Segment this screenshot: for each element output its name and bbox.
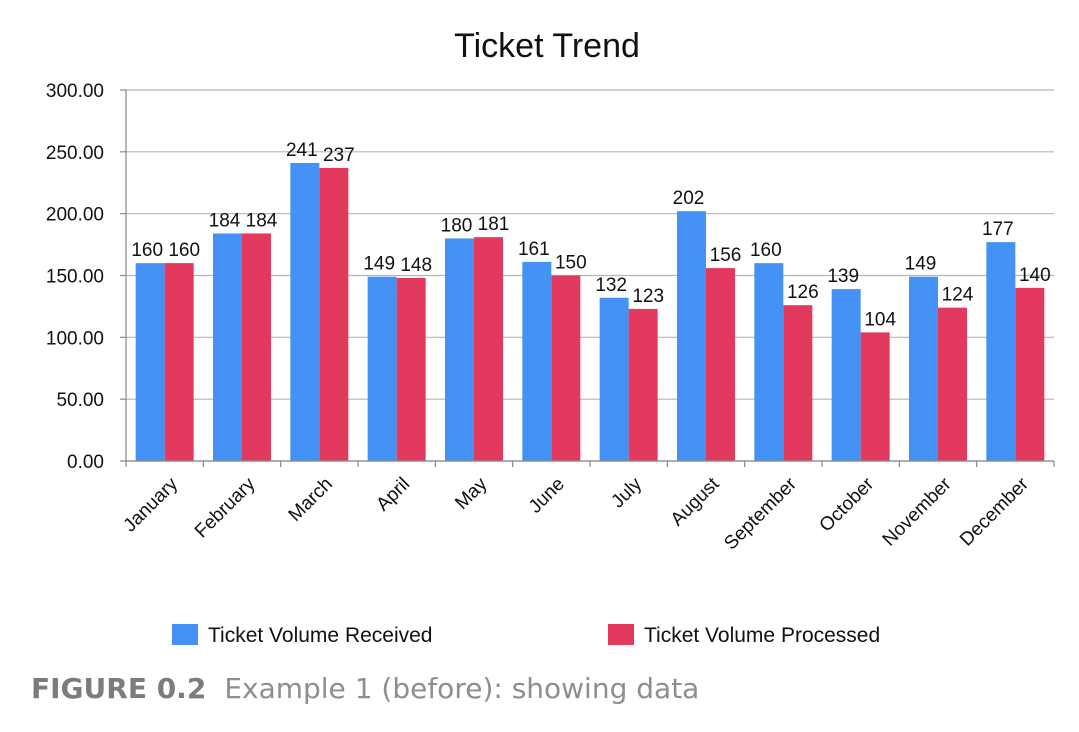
data-label: 202: [673, 188, 705, 209]
bar: [135, 263, 165, 461]
data-label: 104: [864, 309, 896, 330]
y-axis: 0.00 50.00 100.00 150.00 200.00 250.00 300.00: [46, 81, 127, 473]
legend-label: Ticket Volume Processed: [644, 624, 880, 647]
legend: Ticket Volume Received Ticket Volume Proc…: [172, 624, 880, 647]
figure-label: FIGURE 0.2: [31, 672, 207, 705]
data-label: 184: [246, 210, 278, 231]
bar: [213, 233, 242, 461]
bar: [677, 211, 706, 461]
bar: [367, 276, 397, 461]
y-tick-label: 0.00: [67, 452, 104, 473]
chart-title: Ticket Trend: [454, 27, 640, 65]
x-tick-label: August: [667, 473, 724, 530]
x-tick-label: September: [720, 473, 801, 554]
data-label: 184: [209, 210, 241, 231]
data-label: 139: [827, 266, 859, 287]
gridlines: [126, 89, 1054, 462]
data-label: 156: [710, 245, 742, 266]
data-label: 148: [400, 255, 432, 276]
data-label: 132: [595, 275, 627, 296]
x-axis: January February March April May June July Augu…: [120, 460, 1055, 554]
bar: [783, 305, 813, 461]
bar: [628, 308, 658, 461]
bar: [1015, 287, 1045, 461]
bar: [445, 238, 474, 461]
data-label: 177: [982, 219, 1014, 240]
bar: [754, 263, 784, 461]
bar: [599, 297, 629, 461]
y-tick-label: 200.00: [46, 205, 104, 226]
data-label: 123: [632, 286, 664, 307]
data-label: 124: [942, 285, 974, 306]
x-tick-label: December: [956, 473, 1033, 550]
x-tick-label: March: [285, 474, 337, 526]
bar: [938, 307, 967, 461]
bar: [909, 276, 938, 461]
y-tick-label: 150.00: [46, 267, 104, 288]
bar: [706, 268, 735, 461]
bar: [396, 277, 426, 461]
bar: [831, 289, 861, 461]
bar: [986, 242, 1016, 461]
data-label: 140: [1019, 265, 1051, 286]
y-tick-label: 300.00: [46, 81, 104, 102]
y-tick-label: 250.00: [46, 143, 104, 164]
data-label: 241: [286, 140, 318, 161]
data-label: 161: [518, 239, 550, 260]
data-label: 149: [363, 254, 395, 275]
legend-swatch: [608, 624, 634, 645]
y-tick-label: 50.00: [56, 390, 104, 411]
bar: [319, 167, 349, 461]
bar: [242, 233, 271, 461]
x-tick-label: February: [191, 473, 260, 542]
data-label: 237: [323, 145, 355, 166]
figure-caption-text: Example 1 (before): showing data: [224, 672, 700, 705]
data-label: 180: [441, 215, 473, 236]
bars: [135, 162, 1045, 462]
x-tick-label: May: [451, 473, 492, 514]
bar: [290, 162, 320, 462]
legend-swatch: [172, 624, 198, 645]
x-tick-label: January: [120, 473, 183, 536]
bar: [164, 263, 194, 461]
data-label: 160: [168, 240, 200, 261]
data-label: 150: [555, 253, 587, 274]
x-tick-label: October: [816, 473, 879, 536]
bar: [474, 237, 503, 461]
x-tick-label: April: [372, 474, 414, 516]
x-tick-label: July: [607, 473, 646, 512]
data-label: 149: [905, 254, 937, 275]
x-tick-label: June: [525, 474, 569, 518]
data-label: 181: [478, 214, 510, 235]
y-tick-label: 100.00: [46, 328, 104, 349]
bar: [551, 275, 581, 461]
bar: [860, 332, 890, 461]
ticket-trend-chart: Ticket Trend 0.00 50.00 100.00 150.00 200.00…: [46, 27, 1055, 647]
data-label: 160: [750, 240, 782, 261]
figure-caption: FIGURE 0.2 Example 1 (before): showing da…: [31, 672, 699, 705]
bar: [522, 261, 552, 461]
data-label: 160: [131, 240, 163, 261]
data-label: 126: [787, 282, 819, 303]
legend-label: Ticket Volume Received: [208, 624, 433, 647]
x-tick-label: November: [879, 473, 956, 550]
